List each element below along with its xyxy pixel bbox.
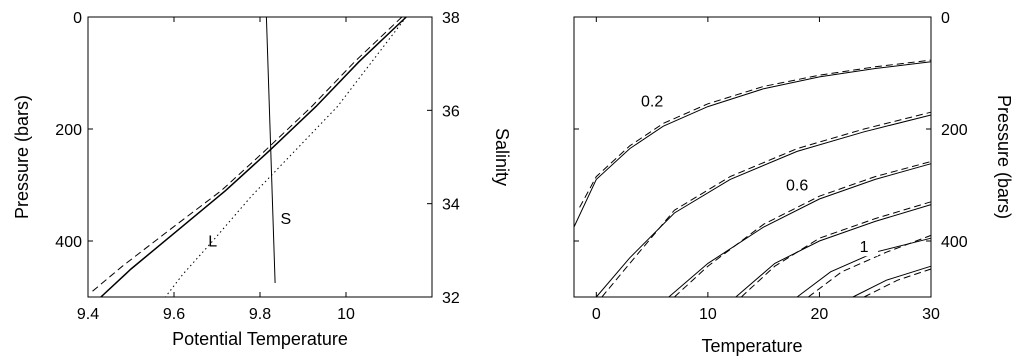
- right-contour-dashed-11: [863, 268, 932, 298]
- right-x-tick-label: 0: [592, 306, 601, 323]
- right-contour-solid-6: [735, 204, 932, 298]
- left-y-tick-label: 400: [55, 234, 82, 251]
- left-y-tick-label: 0: [73, 10, 82, 27]
- right-x-tick-label: 20: [811, 306, 829, 323]
- right-x-ticks: 0 10 20 30: [592, 17, 940, 323]
- right-annotation-bg: [783, 176, 812, 195]
- left-right-tick-label: 38: [442, 10, 460, 27]
- left-x-tick-label: 9.8: [249, 306, 271, 323]
- left-y-tick-label: 200: [55, 122, 82, 139]
- left-right-tick-label: 32: [442, 290, 460, 307]
- right-y-tick-label: 400: [941, 234, 968, 251]
- left-annotations: SL: [208, 211, 291, 250]
- left-y-axis-title: Pressure (bars): [12, 95, 32, 219]
- left-y-ticks: 0 200 400: [55, 10, 93, 251]
- left-series-dotted-line-2: [165, 16, 407, 298]
- right-annotation-bg: [638, 92, 667, 111]
- right-contour-solid-0: [573, 61, 932, 228]
- left-series-group: [91, 16, 407, 298]
- left-series-dashed-line-1: [91, 16, 403, 292]
- left-x-tick-label: 9.6: [163, 306, 185, 323]
- right-panel: 0 10 20 30 0 200 400 0.2 0.6 1 Temperature Pres…: [573, 10, 1014, 356]
- right-x-axis-title: Temperature: [701, 336, 802, 356]
- right-x-tick-label: 30: [922, 306, 940, 323]
- right-annotation-0.6: 0.6: [786, 178, 808, 195]
- left-series-solid-line-0: [100, 16, 407, 298]
- right-contour-solid-8: [796, 237, 932, 298]
- left-x-axis-title: Potential Temperature: [172, 329, 348, 349]
- right-contour-solid-4: [668, 163, 932, 298]
- right-plot-frame: [573, 16, 932, 298]
- left-series-solid-line-3: [265, 16, 276, 284]
- left-right-tick-label: 36: [442, 103, 460, 120]
- right-y-ticks: 0 200 400: [574, 10, 968, 251]
- left-right-tick-label: 34: [442, 197, 460, 214]
- right-contour-dashed-5: [674, 161, 932, 298]
- right-y-axis-title: Pressure (bars): [994, 95, 1014, 219]
- right-annotations: 0.2 0.6 1: [638, 92, 879, 257]
- left-plot-frame: [87, 16, 433, 298]
- right-y-tick-label: 200: [941, 122, 968, 139]
- left-right-axis-title: Salinity: [492, 128, 512, 186]
- left-x-tick-label: 9.4: [77, 306, 99, 323]
- right-series-group: [573, 59, 932, 298]
- right-annotation-1: 1: [860, 239, 869, 256]
- right-contour-dashed-3: [601, 111, 932, 298]
- left-x-tick-label: 10: [337, 306, 355, 323]
- right-x-tick-label: 10: [699, 306, 717, 323]
- right-contour-dashed-1: [579, 59, 932, 208]
- right-annotation-0.2: 0.2: [641, 94, 663, 111]
- right-contour-solid-2: [595, 114, 932, 298]
- left-annotation-L: L: [208, 234, 217, 251]
- right-contour-dashed-7: [740, 201, 932, 298]
- left-annotation-S: S: [280, 211, 291, 228]
- right-annotation-bg: [850, 238, 879, 257]
- left-right-ticks: 32 34 36 38: [427, 10, 460, 307]
- left-x-ticks: 9.4 9.6 9.8 10: [77, 17, 355, 323]
- right-y-tick-label: 0: [941, 10, 950, 27]
- right-contour-dashed-9: [807, 234, 932, 298]
- right-contour-solid-10: [852, 265, 932, 298]
